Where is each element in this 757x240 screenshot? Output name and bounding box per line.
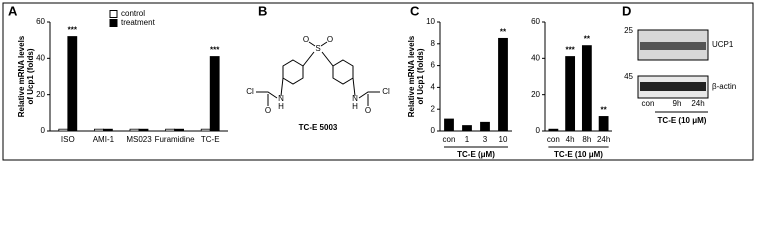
band <box>640 42 706 50</box>
marker-label: 45 <box>624 72 633 81</box>
bar <box>480 121 490 132</box>
panel-label: D <box>622 3 631 18</box>
legend-swatch <box>109 10 118 18</box>
y-tick-label: 0 <box>431 126 436 135</box>
x-tick-label: 4h <box>566 135 575 144</box>
atom: O <box>365 106 371 115</box>
bar <box>200 128 211 132</box>
bar <box>58 128 69 132</box>
y-tick-label: 2 <box>431 104 436 113</box>
bar <box>103 128 113 132</box>
x-tick-label: AMI-1 <box>93 135 115 144</box>
atom: N <box>352 94 358 103</box>
atom: H <box>278 102 284 111</box>
x-tick-label: 1 <box>465 135 470 144</box>
bar <box>565 56 576 132</box>
atom: O <box>303 35 309 44</box>
x-tick-label: 10 <box>499 135 508 144</box>
bar <box>209 56 220 132</box>
bar <box>498 37 508 132</box>
lane-label: 9h <box>673 99 682 108</box>
annotation: ** <box>500 27 507 36</box>
annotation: *** <box>210 46 220 55</box>
legend-swatch <box>109 19 118 27</box>
bar <box>165 128 176 132</box>
legend-label: treatment <box>121 18 156 27</box>
x-tick-label: con <box>547 135 560 144</box>
y-tick-label: 60 <box>36 17 45 26</box>
x-tick-label: ISO <box>61 135 75 144</box>
x-tick-label: MS023 <box>126 135 152 144</box>
y-label: Relative mRNA levels <box>17 35 26 117</box>
lane-label: con <box>642 99 655 108</box>
bar <box>581 45 592 132</box>
annotation: *** <box>565 46 575 55</box>
x-tick-label: con <box>443 135 456 144</box>
atom: N <box>278 94 284 103</box>
band-label: UCP1 <box>712 40 734 49</box>
x-tick-label: 24h <box>597 135 610 144</box>
structure-bonds <box>256 41 380 106</box>
y-tick-label: 10 <box>426 17 435 26</box>
legend-label: control <box>121 9 145 18</box>
page: {"chart_data": [ {"type": "bar", "panel"… <box>2 2 754 161</box>
marker-label: 25 <box>624 26 633 35</box>
figure-border <box>2 2 754 161</box>
y-tick-label: 4 <box>431 83 436 92</box>
panel-label: A <box>8 3 18 18</box>
compound-name: TC-E 5003 <box>299 123 338 132</box>
panel-label: B <box>258 3 267 18</box>
atom: S <box>315 44 320 53</box>
atom: O <box>265 106 271 115</box>
annotation: ** <box>584 35 591 44</box>
treatment-label: TC-E (10 μM) <box>658 116 707 125</box>
annotation: *** <box>68 26 78 35</box>
x-label: TC-E (10 μM) <box>554 150 603 159</box>
y-label: Relative mRNA levels <box>407 35 416 117</box>
bar <box>598 116 609 132</box>
y-tick-label: 20 <box>531 90 540 99</box>
atom: O <box>327 35 333 44</box>
lane-label: 24h <box>691 99 704 108</box>
y-tick-label: 0 <box>536 126 541 135</box>
band <box>640 82 706 91</box>
y-tick-label: 40 <box>531 53 540 62</box>
band-label: β-actin <box>712 82 736 91</box>
y-tick-label: 60 <box>531 17 540 26</box>
y-tick-label: 0 <box>41 126 46 135</box>
panel-label: C <box>410 3 420 18</box>
y-tick-label: 40 <box>36 53 45 62</box>
atom: Cl <box>246 87 254 96</box>
atom: H <box>352 102 358 111</box>
annotation: ** <box>601 106 608 115</box>
y-tick-label: 8 <box>431 39 436 48</box>
bar <box>548 128 559 132</box>
bar <box>67 36 78 132</box>
x-tick-label: TC-E <box>201 135 220 144</box>
bar <box>138 128 149 132</box>
x-tick-label: 3 <box>483 135 488 144</box>
bar <box>462 125 472 132</box>
bar <box>174 128 185 132</box>
x-tick-label: 8h <box>582 135 591 144</box>
y-tick-label: 6 <box>431 61 436 70</box>
x-tick-label: Furamidine <box>155 135 196 144</box>
y-tick-label: 20 <box>36 90 45 99</box>
bar <box>94 128 104 132</box>
atom: Cl <box>382 87 390 96</box>
y-label: of Ucp1 (folds) <box>26 48 35 104</box>
y-label: of Ucp1 (folds) <box>416 48 425 104</box>
bar <box>444 118 454 132</box>
bar <box>129 128 140 132</box>
x-label: TC-E (μM) <box>457 150 495 159</box>
